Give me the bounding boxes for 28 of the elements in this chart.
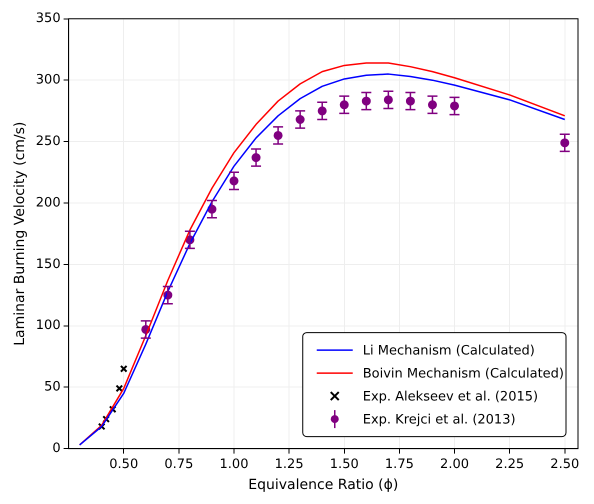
x-tick-label: 0.75 [164,456,194,472]
y-tick-label: 100 [36,318,61,334]
point [108,405,117,414]
y-tick-label: 250 [36,134,61,149]
x-tick-label: 2.25 [495,456,524,472]
legend-label: Exp. Alekseev et al. (2015) [362,389,538,404]
x-tick-label: 2.00 [440,456,469,472]
point [120,364,128,373]
x-tick-label: 1.50 [330,456,359,472]
y-tick-label: 350 [36,11,61,26]
x-tick-label: 1.00 [220,456,248,472]
x-tick-label: 2.50 [550,456,580,472]
y-tick-label: 50 [44,380,61,395]
point [102,415,110,423]
legend-label: Li Mechanism (Calculated) [362,343,535,358]
y-tick-label: 300 [36,72,61,88]
legend-label: Exp. Krejci et al. (2013) [362,412,516,428]
x-tick-label: 1.75 [384,456,414,472]
point [116,384,124,392]
y-tick-label: 200 [36,195,61,210]
x-tick-label: 0.50 [109,456,138,472]
point [98,422,106,430]
x-axis-title: Equivalence Ratio (ϕ) [248,477,398,494]
legend-label: Boivin Mechanism (Calculated) [362,366,564,382]
y-tick-label: 0 [52,440,61,456]
x-tick-label: 1.25 [274,456,304,472]
y-axis-title: Laminar Burning Velocity (cm/s) [12,122,28,346]
y-tick-label: 150 [36,256,61,272]
